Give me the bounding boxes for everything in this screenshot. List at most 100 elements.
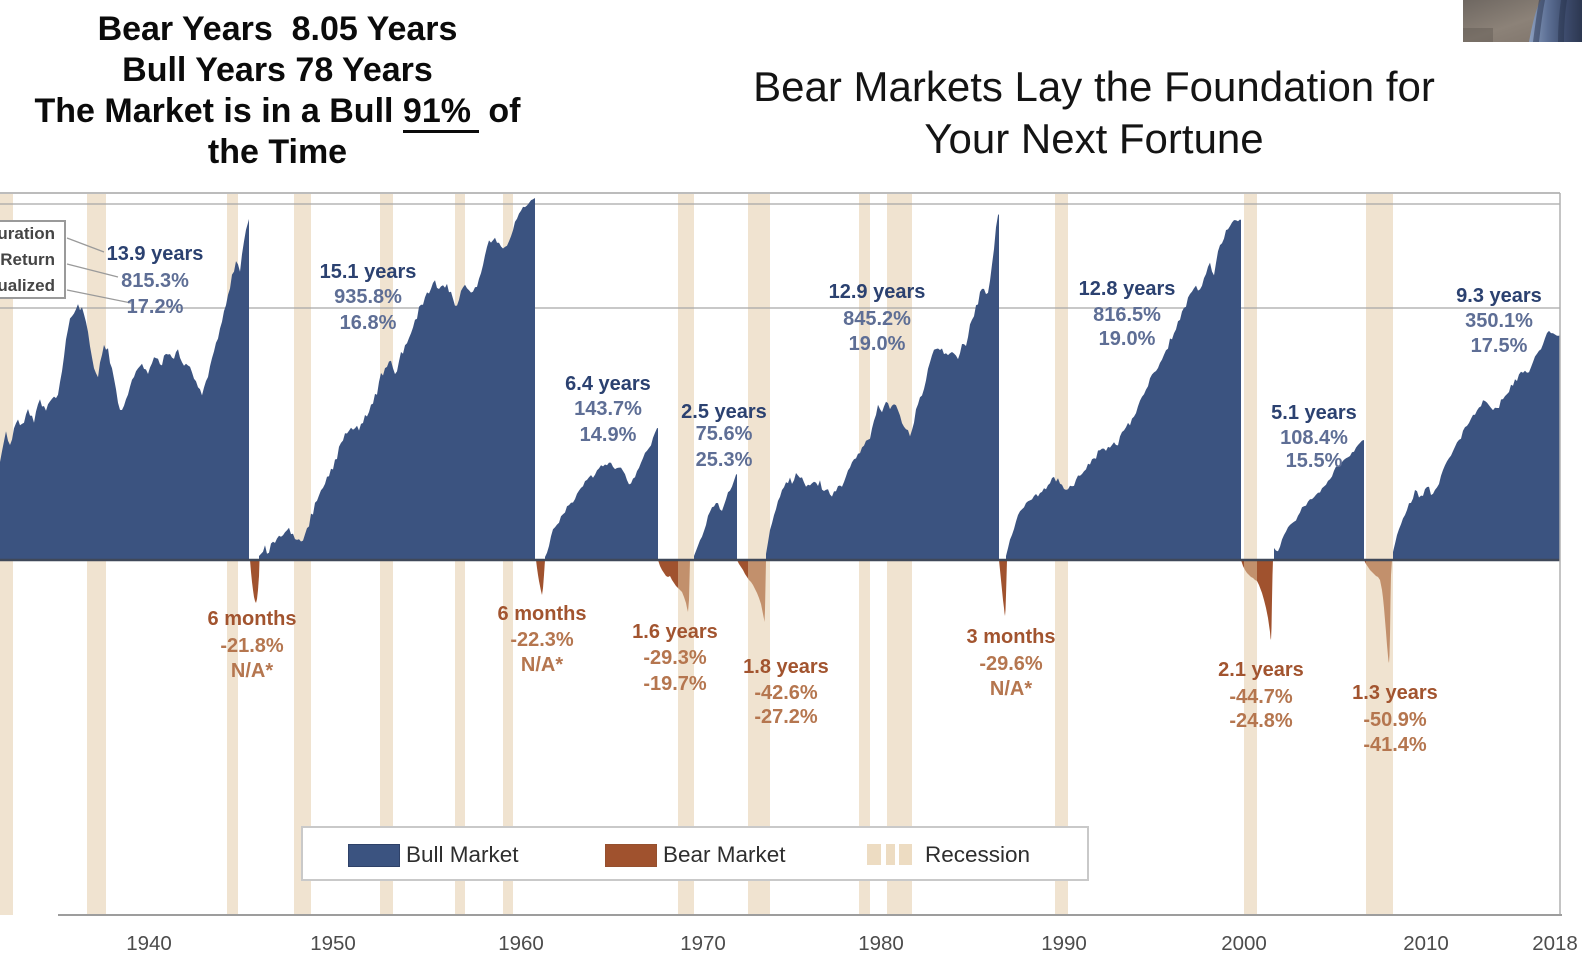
legend-recession-label: Recession bbox=[925, 842, 1031, 867]
x-axis-tick-label: 2018 bbox=[1532, 932, 1578, 955]
x-axis-tick-label: 1950 bbox=[310, 932, 356, 955]
bull-label-return: 143.7% bbox=[574, 398, 642, 420]
bear-label-duration: 3 months bbox=[967, 626, 1056, 648]
chart-title-line1: Bear Markets Lay the Foundation for bbox=[753, 63, 1435, 110]
label-key-callout-line bbox=[66, 263, 119, 278]
bear-label-return: -29.3% bbox=[643, 647, 707, 669]
chart-legend: Bull Market Bear Market Recession bbox=[301, 826, 1089, 881]
label-key-callout-line bbox=[66, 237, 105, 253]
bull-market-area bbox=[545, 428, 658, 560]
x-axis-tick-label: 1990 bbox=[1041, 932, 1087, 955]
legend-recession-bar bbox=[899, 844, 912, 865]
bear-label-return: -44.7% bbox=[1229, 686, 1293, 708]
x-axis-tick-label: 1970 bbox=[680, 932, 726, 955]
legend-recession-bar bbox=[867, 844, 881, 865]
bear-label-duration: 1.6 years bbox=[632, 621, 718, 643]
label-key-box: Duration Return Annualized bbox=[0, 220, 66, 299]
webcam-shirt-fold bbox=[1533, 0, 1545, 42]
market-stats-text: Bear Years 8.05 Years Bull Years 78 Year… bbox=[0, 9, 555, 173]
x-axis-tick-label: 1960 bbox=[498, 932, 544, 955]
bull-label-return: 350.1% bbox=[1465, 310, 1533, 332]
bull-label-duration: 15.1 years bbox=[320, 261, 417, 283]
stats-line-bear-years: Bear Years 8.05 Years bbox=[97, 10, 458, 48]
label-key-duration: Duration bbox=[0, 223, 55, 243]
recession-stripe bbox=[1244, 194, 1257, 915]
bear-label-annualized: -41.4% bbox=[1363, 734, 1427, 756]
bull-market-area bbox=[766, 214, 999, 560]
legend-bull-swatch bbox=[348, 844, 400, 867]
bull-market-area bbox=[0, 219, 249, 560]
bear-market-area bbox=[536, 560, 545, 595]
bull-label-return: 815.3% bbox=[121, 270, 189, 292]
bear-label-annualized: N/A* bbox=[990, 678, 1032, 700]
bull-label-return: 108.4% bbox=[1280, 427, 1348, 449]
bear-market-area bbox=[999, 560, 1007, 616]
bear-market-area bbox=[1241, 560, 1273, 640]
bull-market-area bbox=[259, 198, 535, 560]
bull-label-annualized: 17.5% bbox=[1471, 335, 1528, 357]
bull-label-duration: 2.5 years bbox=[681, 401, 767, 423]
bull-label-return: 845.2% bbox=[843, 308, 911, 330]
bull-label-return: 935.8% bbox=[334, 286, 402, 308]
bull-market-area bbox=[694, 474, 737, 560]
bear-label-return: -22.3% bbox=[510, 629, 574, 651]
bull-label-duration: 12.8 years bbox=[1079, 278, 1176, 300]
bull-label-duration: 9.3 years bbox=[1456, 285, 1542, 307]
stats-line-bull-percent: The Market is in a Bull 91% of bbox=[0, 91, 555, 133]
bull-market-area bbox=[1393, 330, 1560, 560]
bear-label-return: -42.6% bbox=[754, 682, 818, 704]
bear-market-area bbox=[250, 560, 260, 603]
bull-label-duration: 13.9 years bbox=[107, 243, 204, 265]
bull-label-annualized: 19.0% bbox=[849, 333, 906, 355]
stats-line3-prefix: The Market is in a Bull bbox=[34, 92, 403, 130]
stats-line-the-time: the Time bbox=[207, 133, 348, 171]
bear-label-duration: 2.1 years bbox=[1218, 659, 1304, 681]
legend-recession-swatch bbox=[867, 844, 917, 865]
bull-label-annualized: 14.9% bbox=[580, 424, 637, 446]
bear-label-duration: 1.3 years bbox=[1352, 682, 1438, 704]
bull-label-return: 816.5% bbox=[1093, 304, 1161, 326]
bull-label-annualized: 16.8% bbox=[340, 312, 397, 334]
bull-market-area bbox=[1274, 440, 1364, 560]
webcam-shirt-fold-2 bbox=[1558, 0, 1567, 42]
bear-label-annualized: -24.8% bbox=[1229, 710, 1293, 732]
bear-label-duration: 6 months bbox=[498, 603, 587, 625]
chart-title: Bear Markets Lay the Foundation for Your… bbox=[741, 61, 1447, 165]
bear-label-annualized: -19.7% bbox=[643, 673, 707, 695]
bear-label-duration: 6 months bbox=[208, 608, 297, 630]
x-axis-tick-label: 2010 bbox=[1403, 932, 1449, 955]
bull-label-duration: 5.1 years bbox=[1271, 402, 1357, 424]
bear-label-return: -29.6% bbox=[979, 653, 1043, 675]
bull-label-annualized: 19.0% bbox=[1099, 328, 1156, 350]
x-axis-tick-label: 1980 bbox=[858, 932, 904, 955]
bear-label-return: -50.9% bbox=[1363, 709, 1427, 731]
stats-line3-suffix: of bbox=[478, 92, 521, 130]
chart-title-line2: Your Next Fortune bbox=[924, 115, 1264, 162]
bear-label-return: -21.8% bbox=[220, 635, 284, 657]
stats-line3-underlined-percent: 91% bbox=[402, 92, 479, 133]
bear-label-duration: 1.8 years bbox=[743, 656, 829, 678]
bull-label-duration: 6.4 years bbox=[565, 373, 651, 395]
label-key-annualized: Annualized bbox=[0, 275, 55, 295]
bear-label-annualized: N/A* bbox=[231, 660, 273, 682]
bull-label-return: 75.6% bbox=[696, 423, 753, 445]
label-key-return: Return bbox=[0, 249, 55, 269]
x-axis-tick-label: 1940 bbox=[126, 932, 172, 955]
presenter-video-thumbnail bbox=[1463, 0, 1582, 42]
bear-label-annualized: N/A* bbox=[521, 654, 563, 676]
webcam-shadow-corner bbox=[1463, 28, 1493, 42]
legend-bear-label: Bear Market bbox=[663, 842, 786, 867]
bull-label-annualized: 17.2% bbox=[127, 296, 184, 318]
recession-stripe bbox=[678, 194, 694, 915]
label-key-callout-line bbox=[66, 289, 132, 304]
legend-bear-swatch bbox=[605, 844, 657, 867]
stats-line-bull-years: Bull Years 78 Years bbox=[122, 51, 433, 89]
legend-bull-label: Bull Market bbox=[406, 842, 519, 867]
recession-stripe bbox=[748, 194, 770, 915]
x-axis-tick-label: 2000 bbox=[1221, 932, 1267, 955]
bull-label-duration: 12.9 years bbox=[829, 281, 926, 303]
recession-stripe bbox=[1366, 194, 1393, 915]
bear-label-annualized: -27.2% bbox=[754, 706, 818, 728]
